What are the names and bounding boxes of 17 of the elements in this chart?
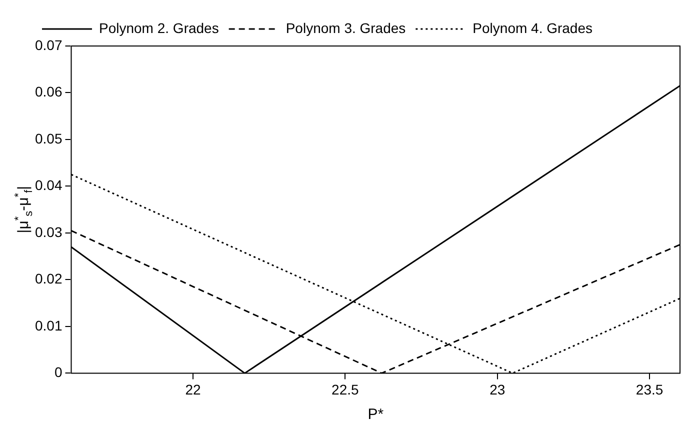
y-tick-label: 0 [54,364,62,380]
y-tick-label: 0.02 [35,270,62,287]
x-tick-label: 22 [185,381,201,398]
x-tick-label: 23 [490,381,506,398]
y-tick-label: 0.03 [35,224,62,240]
legend-label: Polynom 4. Grades [472,20,593,36]
y-axis-title: |μ*s-μ*f| [13,186,36,234]
legend-label: Polynom 3. Grades [286,20,406,36]
x-tick-label: 22.5 [332,381,360,398]
y-tick-label: 0.06 [35,84,62,100]
x-tick-label: 23.5 [636,381,664,398]
y-tick-label: 0.05 [35,130,62,146]
y-tick-label: 0.01 [35,317,62,334]
legend-label: Polynom 2. Grades [99,20,219,36]
y-tick-label: 0.04 [35,177,62,194]
y-tick-label: 0.07 [35,36,62,53]
x-axis-title: P* [368,406,384,424]
